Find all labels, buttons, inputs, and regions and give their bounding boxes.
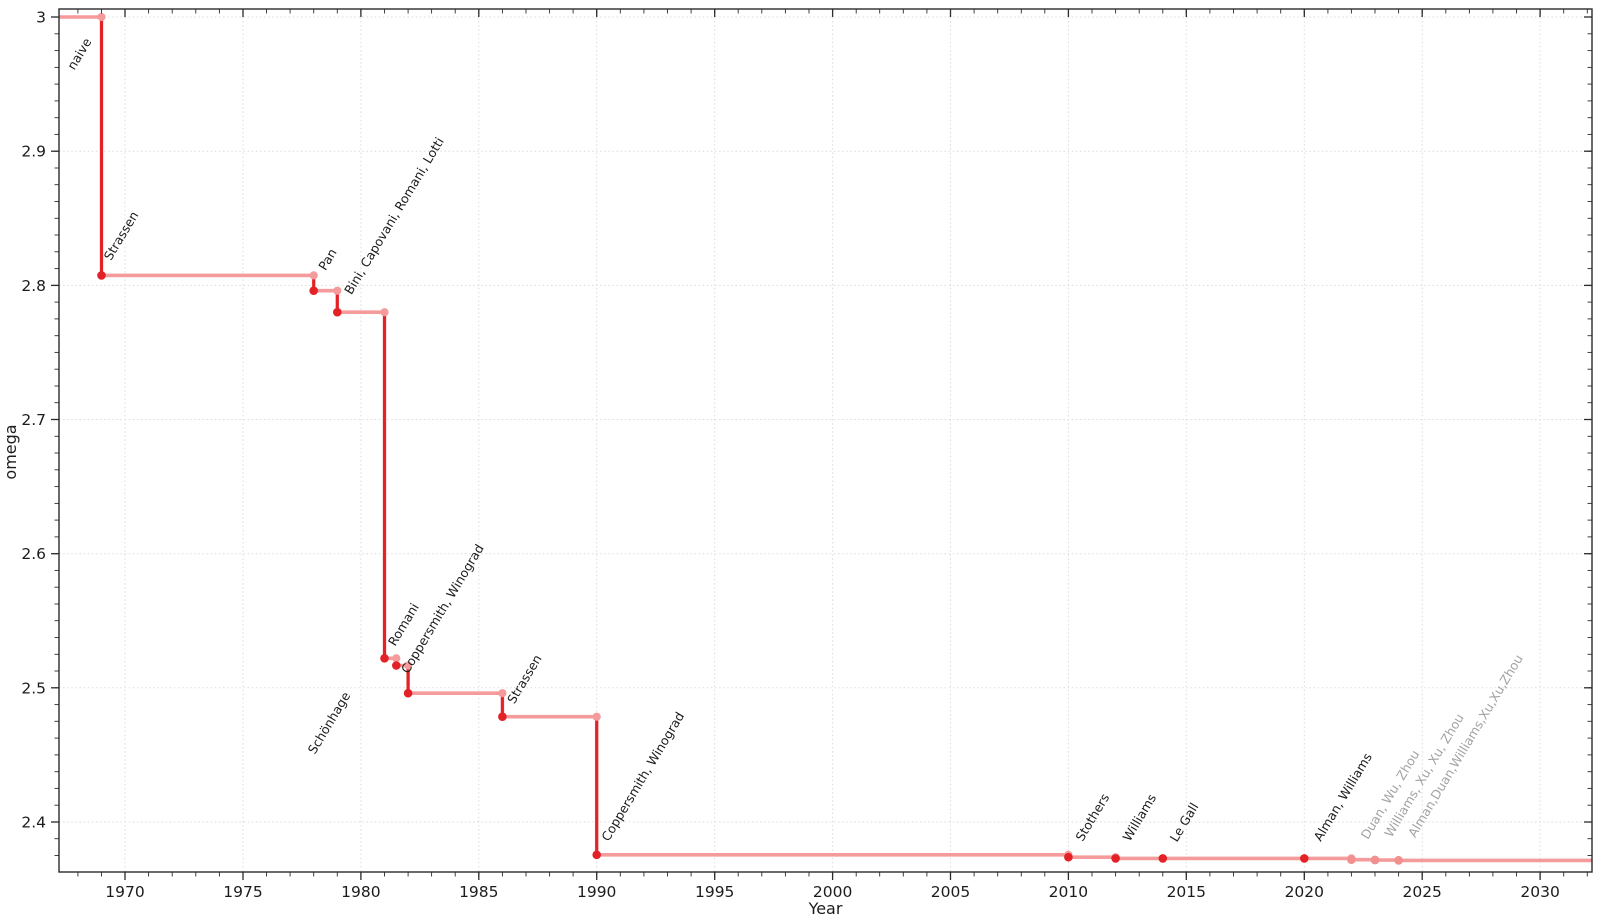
- x-tick-label: 2010: [1049, 883, 1088, 901]
- step-corner-marker: [392, 654, 401, 663]
- data-point-marker: [1064, 852, 1073, 862]
- y-tick-label: 2.4: [21, 814, 46, 832]
- x-tick-label: 2000: [813, 883, 852, 901]
- step-corner-marker: [309, 271, 318, 280]
- data-point-marker: [392, 661, 401, 670]
- x-tick-label: 2030: [1520, 883, 1559, 901]
- plot-frame: [58, 8, 1593, 873]
- y-tick-label: 2.7: [21, 411, 46, 429]
- x-tick-label: 2025: [1402, 883, 1441, 901]
- x-tick-label: 2015: [1167, 883, 1206, 901]
- data-point-marker: [1347, 855, 1356, 864]
- step-corner-marker: [592, 712, 601, 721]
- x-tick-label: 1990: [577, 883, 616, 901]
- x-tick-label: 2020: [1285, 883, 1324, 901]
- data-point-marker: [309, 286, 319, 296]
- x-tick-label: 1995: [695, 883, 734, 901]
- data-point-marker: [403, 688, 413, 698]
- y-tick-label: 2.8: [21, 277, 46, 295]
- x-axis-label: Year: [808, 899, 843, 918]
- step-corner-marker: [97, 12, 106, 22]
- step-corner-marker: [404, 661, 413, 670]
- y-tick-label: 2.6: [21, 545, 46, 563]
- y-axis-label: omega: [1, 424, 20, 479]
- data-point-marker: [1370, 855, 1380, 865]
- x-tick-label: 2005: [931, 883, 970, 901]
- data-point-marker: [97, 271, 106, 280]
- y-tick-label: 2.9: [21, 143, 46, 161]
- step-corner-marker: [498, 689, 507, 698]
- data-point-marker: [333, 307, 342, 317]
- data-point-marker: [380, 654, 389, 663]
- data-point-marker: [1300, 854, 1309, 863]
- step-corner-marker: [380, 308, 389, 317]
- data-point-marker: [1394, 856, 1403, 865]
- data-point-marker: [498, 712, 507, 721]
- step-corner-marker: [333, 286, 342, 295]
- data-point-marker: [1158, 854, 1168, 863]
- x-tick-label: 1970: [105, 883, 144, 901]
- y-tick-label: 3: [36, 9, 46, 27]
- data-point-marker: [592, 850, 601, 860]
- x-tick-label: 1985: [459, 883, 498, 901]
- y-tick-label: 2.5: [21, 679, 46, 697]
- x-tick-label: 1980: [341, 883, 380, 901]
- x-tick-label: 1975: [223, 883, 262, 901]
- data-point-marker: [1111, 854, 1120, 863]
